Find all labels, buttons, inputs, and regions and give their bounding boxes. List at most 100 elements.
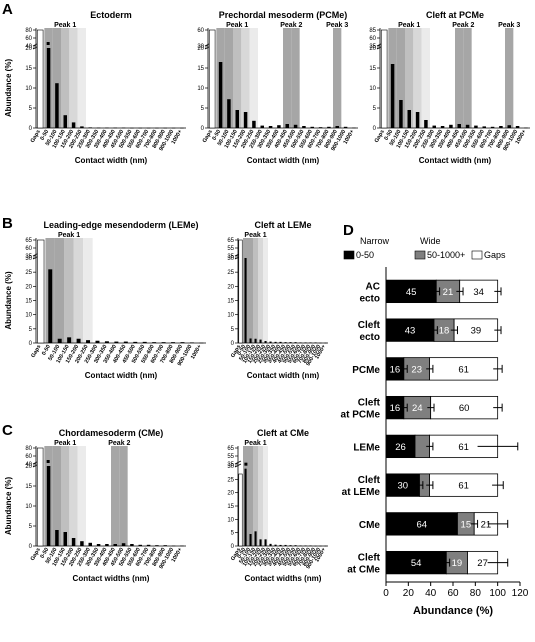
bar [138, 127, 142, 129]
y-tick-label-upper: 55 [227, 246, 234, 252]
bar [318, 127, 323, 128]
bar [407, 110, 411, 128]
bar [235, 110, 239, 128]
bar [302, 126, 306, 128]
bar [80, 126, 84, 128]
peak-label: Peak 1 [58, 232, 80, 239]
y-tick-label: 0 [373, 126, 377, 132]
bar [524, 127, 528, 129]
bar [499, 126, 503, 128]
bar [71, 122, 76, 128]
significance-mark [46, 460, 50, 463]
y-tick-label: 20 [369, 46, 376, 52]
chart-cleft_pcme: Cleft at PCMe Peak 1 Peak 2 Peak 3 0 5 10 15 203… [369, 10, 530, 165]
bar [199, 342, 204, 344]
peak-band [248, 446, 253, 546]
y-tick-label: 10 [25, 504, 32, 510]
bar [304, 545, 307, 547]
bar [249, 338, 252, 343]
y-tick-label: 15 [227, 299, 234, 305]
peak-band [263, 238, 268, 343]
bar [254, 531, 257, 546]
bar [319, 342, 322, 344]
peak-band [241, 28, 250, 128]
bar [324, 342, 327, 344]
bar [309, 545, 312, 547]
bar [432, 125, 436, 128]
bar [285, 124, 289, 128]
bar [171, 127, 176, 129]
bar [104, 341, 109, 343]
bar [274, 544, 277, 546]
category-label: at PCMe [341, 410, 381, 421]
segment-value: 61 [458, 364, 469, 375]
stacked-bar-chart: Narrow Wide 0-50 50-1000+ Gaps 0 20 40 60 80 100 12… [341, 236, 529, 617]
x-tick-label: 20 [403, 588, 415, 599]
legend-header-wide: Wide [420, 236, 441, 246]
x-tick-label: 0-50 [237, 547, 248, 560]
category-label: Cleft [358, 475, 381, 486]
peak-band [52, 446, 61, 546]
segment-value: 26 [395, 442, 406, 453]
x-tick-label: 80 [470, 588, 482, 599]
y-tick-label: 15 [25, 299, 32, 305]
bar [310, 126, 314, 128]
bar [180, 342, 185, 343]
category-label: PCMe [352, 365, 380, 376]
bar [130, 544, 134, 546]
peak-band [111, 446, 120, 546]
bar [180, 545, 184, 547]
category-label: ecto [359, 293, 380, 304]
category-label: at LEMe [342, 487, 381, 498]
x-axis-label: Contact widths (nm) [73, 574, 150, 583]
x-axis-label: Contact width (nm) [85, 371, 158, 380]
segment-value: 30 [397, 481, 408, 492]
bar [76, 338, 81, 343]
bar [440, 126, 445, 128]
segment-value: 64 [416, 519, 427, 530]
y-tick-label: 10 [25, 313, 32, 319]
category-label: ecto [359, 332, 380, 343]
bar [268, 126, 273, 128]
bar [227, 99, 231, 128]
segment-value: 39 [471, 326, 482, 337]
bar [343, 126, 348, 128]
bar [289, 342, 292, 343]
y-tick-label: 10 [25, 86, 32, 92]
y-tick-label: 5 [29, 524, 33, 530]
y-tick-label: 5 [231, 327, 235, 333]
bar [138, 544, 142, 546]
segment-value: 34 [473, 287, 484, 298]
y-tick-label-upper: 65 [227, 446, 234, 452]
segment-value: 61 [458, 481, 469, 492]
x-tick-label: 0-50 [40, 129, 51, 142]
bar [121, 543, 126, 546]
bar [46, 466, 51, 546]
bar [71, 538, 76, 546]
bar [269, 543, 272, 546]
peak-band [455, 28, 464, 128]
x-tick-label: 0-50 [237, 344, 248, 357]
peak-band [413, 28, 422, 128]
bar [277, 125, 281, 128]
segment-value: 24 [412, 403, 423, 414]
y-tick-label: 0 [231, 544, 235, 550]
legend-swatch [414, 250, 426, 260]
bar [63, 115, 67, 128]
bar [264, 341, 267, 343]
bar [155, 545, 159, 546]
bar [352, 127, 356, 129]
bar-gaps [380, 29, 388, 129]
y-tick-label: 20 [227, 491, 234, 497]
x-axis-label: Contact width (nm) [419, 156, 492, 165]
y-tick-label-upper: 55 [227, 454, 234, 460]
y-axis-label: Abundance (%) [4, 59, 13, 118]
bar [319, 545, 322, 547]
bar [96, 544, 101, 546]
bar [415, 112, 420, 128]
bar [390, 64, 395, 128]
peak-label: Peak 1 [244, 440, 266, 447]
panel-letter-b: B [2, 215, 13, 232]
y-tick-label: 5 [29, 106, 33, 112]
y-tick-label: 5 [29, 327, 33, 333]
